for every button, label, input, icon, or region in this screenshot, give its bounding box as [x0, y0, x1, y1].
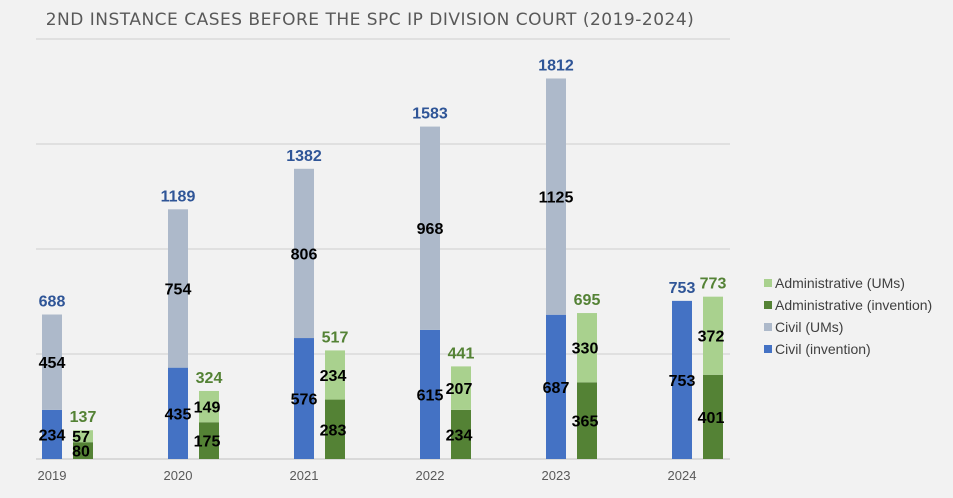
total-value-label: 137 — [70, 409, 97, 426]
bar-segment — [703, 296, 723, 375]
bar-segment — [325, 350, 345, 400]
bar-segment — [546, 314, 566, 459]
segment-value-label: 576 — [291, 392, 318, 409]
segment-value-label: 365 — [572, 414, 599, 431]
x-tick-label: 2021 — [290, 468, 319, 483]
bar-segment — [42, 409, 62, 459]
bar-segment — [577, 313, 597, 383]
bar-segment — [546, 78, 566, 315]
x-tick-label: 2019 — [38, 468, 67, 483]
segment-value-label: 149 — [194, 400, 221, 417]
legend-label: Administrative (invention) — [775, 297, 932, 313]
segment-value-label: 401 — [698, 410, 725, 427]
segment-value-label: 454 — [39, 355, 66, 372]
bar-segment — [294, 338, 314, 459]
x-tick-label: 2023 — [542, 468, 571, 483]
x-tick-label: 2022 — [416, 468, 445, 483]
total-value-label: 695 — [574, 292, 601, 309]
bar-segment — [451, 409, 471, 459]
segment-value-label: 234 — [320, 368, 347, 385]
segment-value-label: 80 — [72, 444, 90, 461]
segment-value-label: 754 — [165, 281, 192, 298]
chart-title: 2ND INSTANCE CASES BEFORE THE SPC IP DIV… — [46, 10, 695, 30]
bar-segment — [672, 300, 692, 459]
legend-label: Civil (UMs) — [775, 319, 843, 335]
legend-label: Administrative (UMs) — [775, 275, 905, 291]
total-value-label: 1583 — [412, 106, 448, 123]
segment-value-label: 435 — [165, 406, 192, 423]
total-value-label: 441 — [448, 345, 475, 362]
bar-segment — [168, 367, 188, 459]
total-value-label: 753 — [669, 280, 696, 297]
total-value-label: 1812 — [538, 57, 574, 74]
bar-segment — [168, 209, 188, 368]
bar-segment — [199, 390, 219, 423]
segment-value-label: 968 — [417, 221, 444, 238]
bar-segment — [451, 366, 471, 410]
segment-value-label: 372 — [698, 329, 725, 346]
bar-segment — [73, 430, 93, 443]
segment-value-label: 234 — [39, 427, 66, 444]
bar-segment — [325, 399, 345, 459]
segment-value-label: 330 — [572, 341, 599, 358]
legend-swatch — [764, 323, 772, 331]
segment-value-label: 283 — [320, 422, 347, 439]
total-value-label: 688 — [39, 294, 66, 311]
total-value-label: 1189 — [161, 188, 196, 205]
bar-segment — [420, 126, 440, 330]
legend-swatch — [764, 345, 772, 353]
total-value-label: 324 — [196, 370, 223, 387]
segment-value-label: 806 — [291, 246, 318, 263]
segment-value-label: 207 — [446, 381, 473, 398]
bar-segment — [73, 442, 93, 459]
segment-value-label: 175 — [194, 434, 221, 451]
bar-segment — [199, 422, 219, 459]
segment-value-label: 1125 — [539, 190, 574, 207]
bar-segment — [42, 314, 62, 410]
total-value-label: 773 — [700, 276, 727, 293]
segment-value-label: 615 — [417, 387, 444, 404]
x-tick-label: 2020 — [164, 468, 193, 483]
segment-value-label: 234 — [446, 427, 473, 444]
segment-value-label: 753 — [669, 373, 696, 390]
bar-segment — [294, 168, 314, 339]
total-value-label: 1382 — [286, 148, 322, 165]
bar-segment — [703, 374, 723, 459]
x-tick-label: 2024 — [668, 468, 697, 483]
legend-swatch — [764, 279, 772, 287]
bar-segment — [420, 329, 440, 459]
legend-label: Civil (invention) — [775, 341, 871, 357]
segment-value-label: 57 — [72, 429, 90, 446]
total-value-label: 517 — [322, 329, 349, 346]
bar-segment — [577, 382, 597, 459]
segment-value-label: 687 — [543, 380, 570, 397]
legend-swatch — [764, 301, 772, 309]
